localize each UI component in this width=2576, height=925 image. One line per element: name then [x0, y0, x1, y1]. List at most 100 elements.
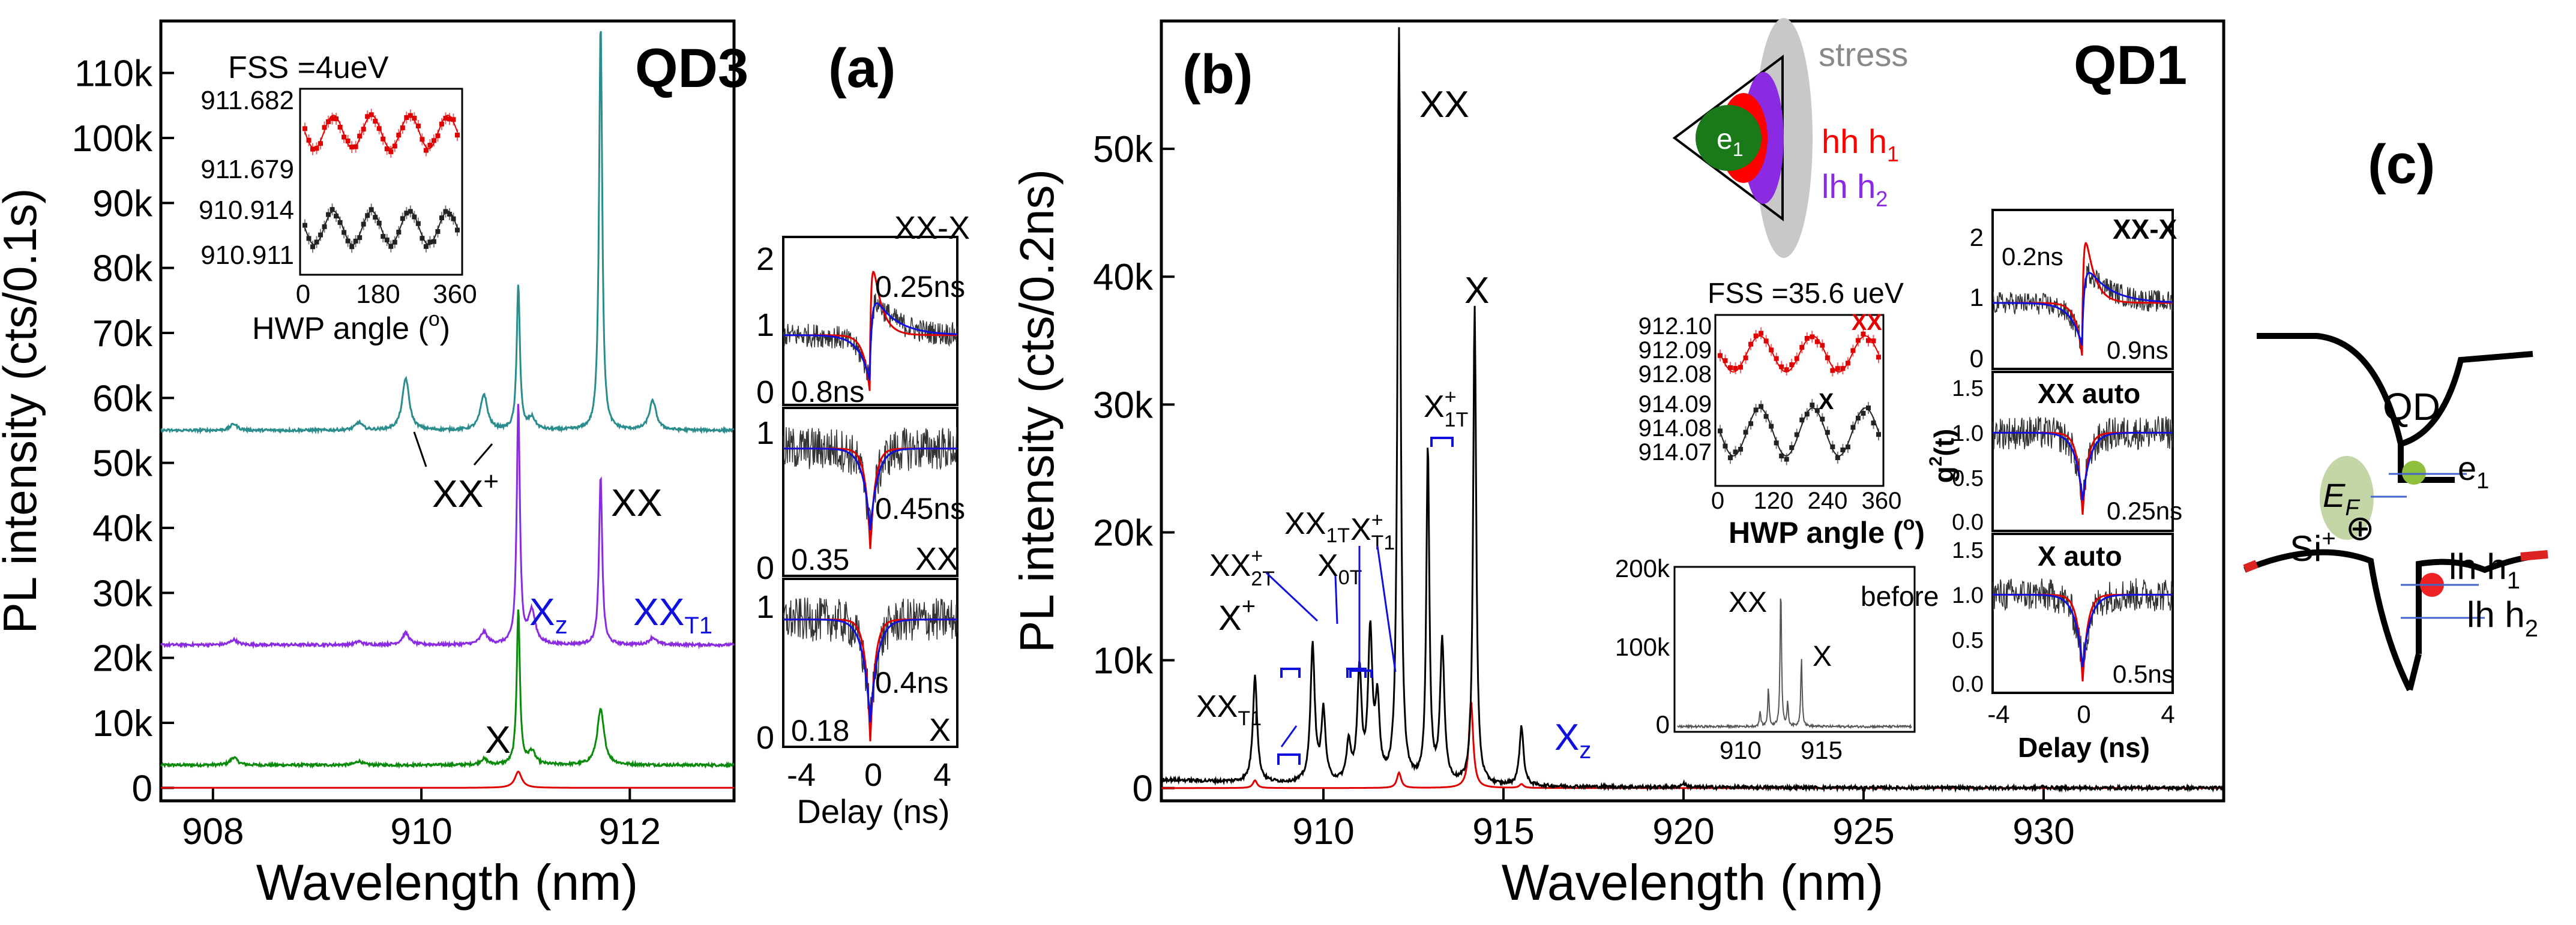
data-point: [306, 137, 311, 143]
fss-b-series: [1718, 327, 1881, 465]
fss-b-title: FSS =35.6 ueV: [1708, 278, 1904, 310]
data-point: [1718, 428, 1723, 434]
g2-fit-blue: [783, 618, 957, 723]
panel-b-panel-label: (b): [1182, 44, 1253, 105]
data-point: [349, 145, 355, 150]
fss-ytick: 910.911: [200, 241, 294, 270]
data-point: [392, 239, 397, 245]
peak-label-xxt1: XXT1: [633, 590, 712, 639]
data-point: [1784, 367, 1789, 373]
data-point: [1820, 416, 1825, 422]
xx-plus-pointer-1: [413, 431, 427, 467]
spectrum-black: [1160, 27, 2225, 793]
g2-b-ytick: 0: [1970, 344, 1984, 373]
data-point: [1748, 421, 1754, 427]
data-point: [412, 116, 417, 121]
data-point: [388, 149, 394, 154]
si-label: Si+: [2290, 525, 2336, 569]
data-point: [451, 117, 456, 122]
fss-b-ytick: 912.10: [1639, 313, 1712, 340]
data-point: [1850, 425, 1856, 430]
g2-a-ytick: 0: [756, 720, 774, 756]
peak-label-xz: Xz: [1554, 717, 1591, 764]
fss-b-xtick: 120: [1754, 488, 1794, 514]
data-point: [353, 238, 358, 244]
data-point: [431, 138, 436, 143]
data-point: [1779, 454, 1784, 459]
g2-b-ytick: 2: [1970, 223, 1984, 251]
data-point: [1774, 356, 1779, 361]
ef-label: EF: [2323, 476, 2360, 521]
data-point: [1814, 408, 1820, 413]
data-point: [1876, 355, 1881, 360]
xx-plus-pointer-2: [473, 443, 493, 465]
lh2-label: lh h2: [2467, 594, 2538, 642]
fss-xtick: 360: [433, 280, 477, 309]
fss-series-black: [302, 203, 460, 253]
data-point: [1779, 364, 1784, 370]
panel-b-frame: [1160, 19, 2225, 803]
data-point: [1799, 418, 1805, 423]
data-point: [1759, 404, 1764, 409]
data-point: [1763, 414, 1769, 419]
g2-a-ytick: 0: [756, 374, 774, 410]
data-point: [443, 209, 448, 214]
peak-label-xz: Xz: [529, 590, 568, 639]
x-tick-label: 910: [1292, 811, 1354, 852]
panel-b-dot-label: QD1: [2074, 35, 2187, 96]
g2-b-y-label: g2(t): [1926, 429, 1960, 483]
data-point: [369, 207, 374, 212]
before-xtick: 915: [1801, 736, 1843, 764]
g2-b-x-label: Delay (ns): [2018, 732, 2150, 763]
panel-a-x-ticks: 908 910 912: [182, 788, 661, 852]
data-point: [326, 212, 331, 217]
data-point: [302, 223, 307, 228]
fit-curve: [1720, 335, 1879, 373]
g2-b-ytick: 0.0: [1952, 672, 1984, 697]
data-point: [322, 125, 327, 130]
data-point: [373, 215, 378, 220]
data-point: [423, 244, 429, 249]
g2-a-x-label: Delay (ns): [796, 792, 949, 830]
data-point: [455, 227, 460, 233]
fss-inset-frame: [299, 88, 463, 276]
data-point: [1861, 411, 1866, 416]
fit-curve: [304, 211, 458, 245]
g2-data: [1992, 578, 2173, 668]
x-tick-label: 912: [599, 811, 661, 852]
y-tick-label: 20k: [92, 638, 153, 680]
peak-label-x1tp: X+ 1T: [1424, 386, 1468, 431]
peak-label-xx: XX: [1419, 84, 1469, 125]
g2-a-tau: 0.25ns: [875, 270, 965, 304]
red-edge-right: [2520, 550, 2548, 561]
g2-fit-blue: [1993, 272, 2173, 346]
data-point: [376, 126, 382, 131]
red-edge-left: [2243, 560, 2259, 573]
data-point: [427, 143, 433, 148]
data-point: [1850, 348, 1856, 353]
panel-c-panel-label: (c): [2368, 134, 2435, 195]
g2-a-ytick: 1: [756, 589, 774, 625]
fss-b-ytick: 912.08: [1639, 361, 1712, 388]
g2-b-ytick: 1.0: [1952, 421, 1984, 446]
qd-green-glow: [2320, 456, 2374, 540]
panel-b-before-inset: before XX X 200k 100k 0 910 915: [1615, 554, 1939, 764]
panel-a-x-label: Wavelength (nm): [256, 854, 638, 911]
peak-label-x0t: X0T: [1317, 548, 1362, 589]
bracket-xxt1-b: [1277, 753, 1301, 765]
g2-fit-blue: [783, 448, 957, 530]
fit-curve: [304, 115, 458, 149]
conduction-band: [2257, 333, 2533, 448]
g2-fit-blue: [1993, 431, 2173, 500]
y-tick-label: 70k: [92, 313, 153, 355]
x-tick-label: 925: [1832, 811, 1894, 852]
g2-b-ytick: 1.5: [1952, 376, 1984, 401]
g2-fit-blue: [783, 302, 957, 381]
fss-b-ytick: 914.08: [1639, 415, 1712, 442]
y-tick-label: 20k: [1093, 512, 1154, 554]
data-point: [1723, 358, 1728, 364]
data-point: [330, 116, 335, 121]
data-point: [357, 133, 363, 139]
peak-label-xt1p: X+ T1: [1350, 509, 1395, 554]
g2-data: [783, 427, 958, 536]
